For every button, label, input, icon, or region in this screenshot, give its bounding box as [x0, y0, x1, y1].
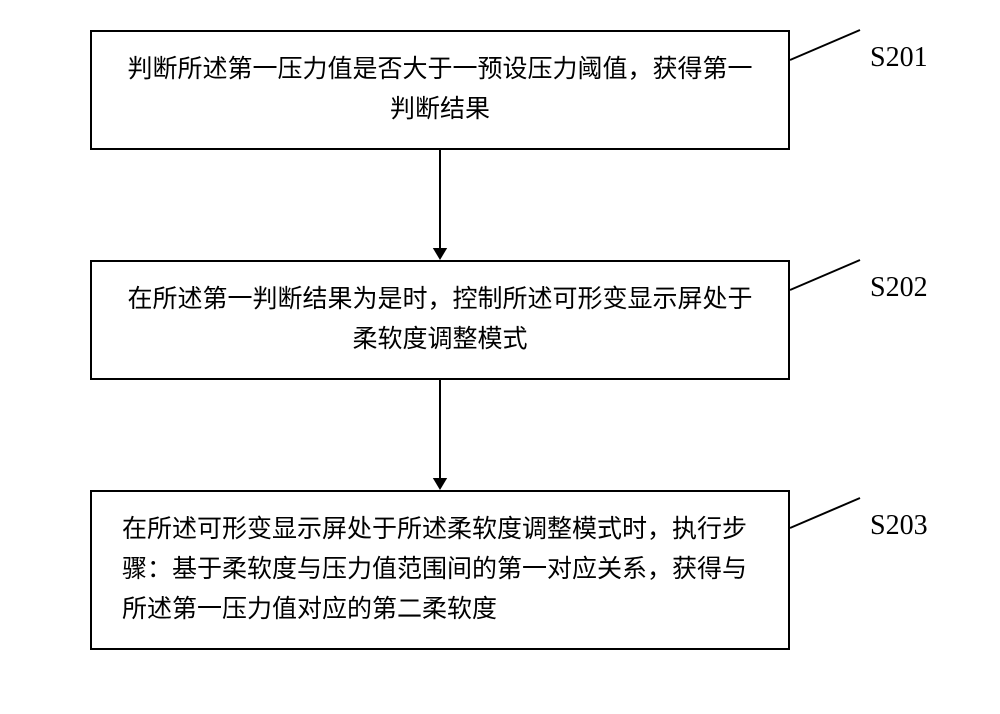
flow-node-3-text: 在所述可形变显示屏处于所述柔软度调整模式时，执行步骤：基于柔软度与压力值范围间的…: [122, 510, 758, 630]
flow-node-3: 在所述可形变显示屏处于所述柔软度调整模式时，执行步骤：基于柔软度与压力值范围间的…: [90, 490, 790, 650]
flow-node-2-text: 在所述第一判断结果为是时，控制所述可形变显示屏处于柔软度调整模式: [122, 280, 758, 360]
step-label-1: S201: [870, 42, 928, 74]
flow-node-2: 在所述第一判断结果为是时，控制所述可形变显示屏处于柔软度调整模式: [90, 260, 790, 380]
step-label-3: S203: [870, 510, 928, 542]
flow-node-1-text: 判断所述第一压力值是否大于一预设压力阈值，获得第一判断结果: [122, 50, 758, 130]
flowchart-canvas: 判断所述第一压力值是否大于一预设压力阈值，获得第一判断结果 S201 在所述第一…: [0, 0, 1000, 714]
flow-node-1: 判断所述第一压力值是否大于一预设压力阈值，获得第一判断结果: [90, 30, 790, 150]
step-label-2: S202: [870, 272, 928, 304]
